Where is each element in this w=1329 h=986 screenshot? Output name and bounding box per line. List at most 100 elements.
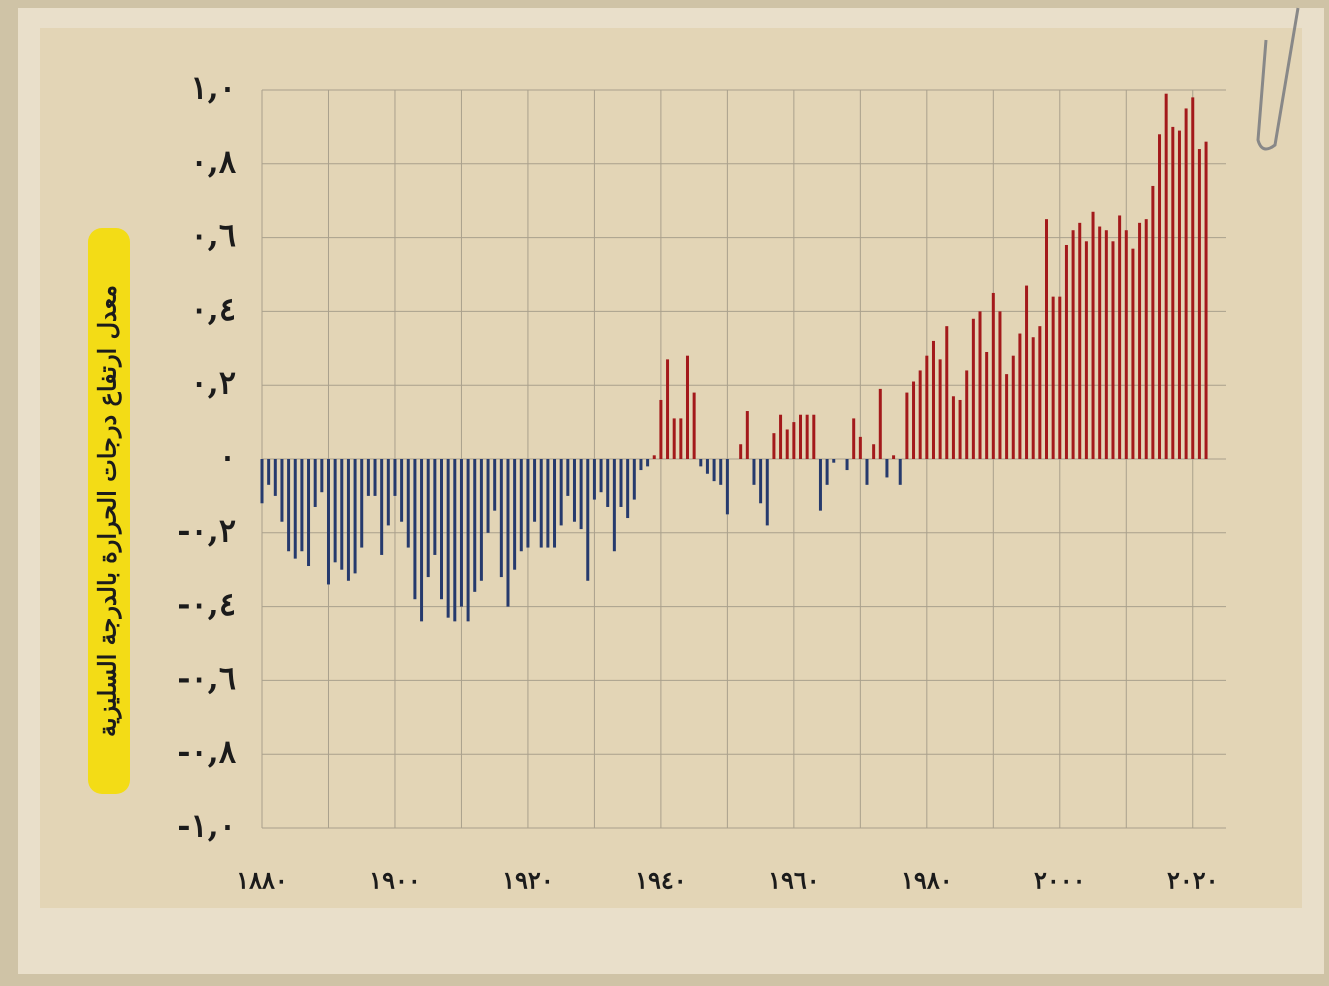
bar: [546, 459, 550, 548]
bar: [493, 459, 497, 511]
y-tick-label: ٠,٢: [190, 364, 236, 402]
bar: [513, 459, 517, 570]
bar: [1098, 226, 1102, 459]
y-tick-label: ٠,٤: [190, 290, 236, 328]
y-tick-label: ٠: [219, 438, 236, 476]
paperclip: [1256, 7, 1300, 151]
bar: [799, 414, 803, 459]
bar: [400, 459, 404, 522]
bar: [353, 459, 357, 574]
bar: [991, 292, 995, 459]
bar: [958, 399, 962, 459]
bar: [878, 388, 882, 459]
bar: [1177, 130, 1181, 459]
bar: [812, 414, 816, 459]
bar: [1005, 374, 1009, 459]
paper: [40, 28, 1302, 908]
bar: [440, 459, 444, 600]
bar: [845, 459, 849, 471]
bar: [659, 399, 663, 459]
bar: [1031, 337, 1035, 459]
x-tick-label: ١٩٠٠: [369, 866, 421, 895]
bar: [785, 429, 789, 459]
bar: [346, 459, 350, 581]
bar: [892, 455, 896, 459]
bar: [978, 311, 982, 459]
bar: [685, 355, 689, 459]
bar: [553, 459, 557, 548]
bar: [719, 459, 723, 485]
bar: [300, 459, 304, 552]
bar: [453, 459, 457, 622]
bar: [619, 459, 623, 507]
bar: [1018, 333, 1022, 459]
bar: [779, 414, 783, 459]
bar: [705, 459, 709, 474]
bar: [945, 326, 949, 459]
x-tick-label: ١٩٦٠: [768, 866, 820, 895]
x-tick-label: ١٩٤٠: [635, 866, 687, 895]
y-tick-label: -٠,٢: [177, 511, 236, 549]
bar: [938, 359, 942, 459]
bar: [293, 459, 297, 559]
bar: [406, 459, 410, 548]
x-tick-label: ١٨٨٠: [236, 866, 288, 895]
bar: [745, 411, 749, 459]
bar: [951, 396, 955, 459]
x-tick-label: ١٩٢٠: [502, 866, 554, 895]
bar: [1044, 219, 1048, 459]
bar: [1038, 326, 1042, 459]
bar: [971, 318, 975, 459]
bar: [918, 370, 922, 459]
bar: [965, 370, 969, 459]
bar: [865, 459, 869, 485]
bar: [599, 459, 603, 493]
bar: [466, 459, 470, 622]
bar: [872, 444, 876, 459]
bar: [1158, 134, 1162, 459]
bar: [1078, 222, 1082, 459]
bar: [506, 459, 510, 607]
bar: [1131, 248, 1135, 459]
bar: [1151, 185, 1155, 459]
bar: [606, 459, 610, 507]
bar: [612, 459, 616, 552]
bar: [765, 459, 769, 526]
bar: [333, 459, 337, 563]
bar: [1104, 230, 1108, 459]
bar: [479, 459, 483, 581]
bar: [792, 422, 796, 459]
bar: [832, 459, 836, 463]
bar: [1164, 93, 1168, 459]
bar: [925, 355, 929, 459]
bar: [772, 433, 776, 459]
bar: [386, 459, 390, 526]
bar: [366, 459, 370, 496]
bar: [446, 459, 450, 618]
bar: [905, 392, 909, 459]
bar: [566, 459, 570, 496]
bar: [393, 459, 397, 496]
y-tick-label: ١,٠: [190, 69, 236, 107]
bar: [885, 459, 889, 478]
bar: [413, 459, 417, 600]
bar: [639, 459, 643, 471]
bar: [912, 381, 916, 459]
bar: [1111, 241, 1115, 459]
y-tick-label: ٠,٨: [190, 142, 236, 180]
bar: [1064, 244, 1068, 459]
bar: [1071, 230, 1075, 459]
bar: [307, 459, 311, 567]
bar: [459, 459, 463, 607]
bar: [652, 455, 656, 459]
y-tick-label: -٠,٤: [177, 585, 236, 623]
bar: [1204, 141, 1208, 459]
bar: [692, 392, 696, 459]
bar: [326, 459, 330, 585]
x-tick-label: ١٩٨٠: [901, 866, 953, 895]
bar: [1091, 211, 1095, 459]
bar: [852, 418, 856, 459]
bar: [486, 459, 490, 533]
bar: [313, 459, 317, 507]
